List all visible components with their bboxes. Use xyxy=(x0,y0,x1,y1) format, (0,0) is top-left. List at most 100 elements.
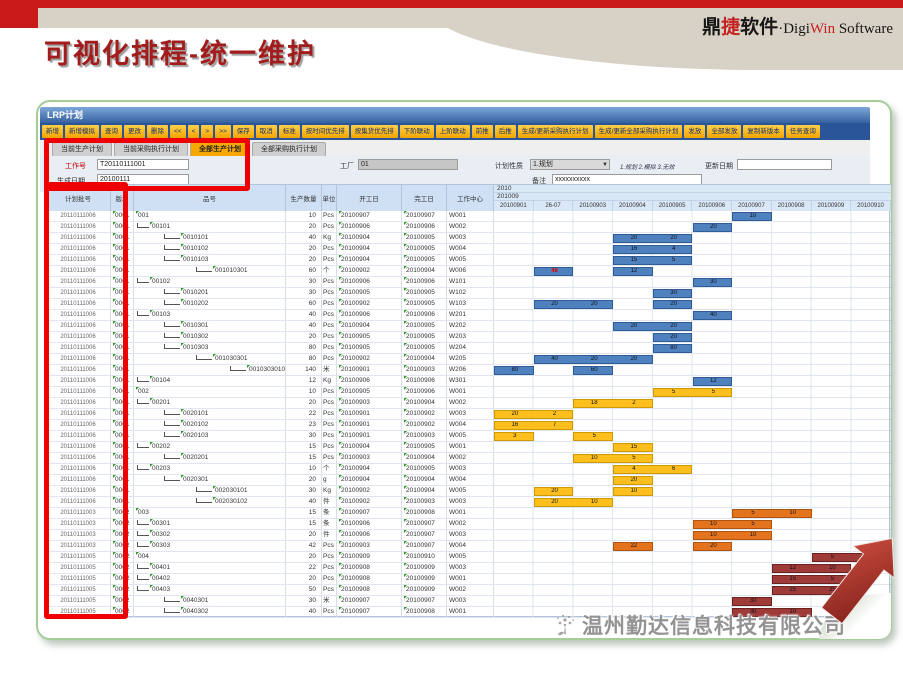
table-row[interactable]: 20110111006 0001 0020102 23 Pcs 20100901 20100… xyxy=(46,420,891,431)
gantt-bar[interactable]: 10 xyxy=(732,212,772,221)
toolbar-button[interactable]: >> xyxy=(215,125,231,138)
tab-item[interactable]: 当前采购执行计划 xyxy=(114,142,188,156)
table-row[interactable]: 20110111006 0001 0010101 40 Kg 20100904 201009… xyxy=(46,233,891,244)
table-row[interactable]: 20110111006 0001 00202 15 Pcs 20100904 2010090… xyxy=(46,442,891,453)
toolbar-button[interactable]: < xyxy=(187,125,200,138)
toolbar-button[interactable]: 标准 xyxy=(278,125,300,138)
table-row[interactable]: 20110111005 0002 0040301 30 米 20100907 2010090… xyxy=(46,596,891,607)
gantt-bar[interactable]: 12 xyxy=(692,377,733,386)
toolbar-button[interactable]: 新增 xyxy=(42,125,63,138)
table-row[interactable]: 20110111006 0001 00102 30 Pcs 20100906 2010090… xyxy=(46,277,891,288)
table-row[interactable]: 20110111006 0001 001 10 Pcs 20100907 20100907 W… xyxy=(46,211,891,222)
toolbar-button[interactable]: 按集货优先排 xyxy=(350,125,398,138)
toolbar-button[interactable]: 取消 xyxy=(255,125,277,138)
table-row[interactable]: 20110111003 0002 003 15 条 20100907 20100908 W00… xyxy=(46,508,891,519)
table-row[interactable]: 20110111006 0001 002 10 Pcs 20100905 20100906 W… xyxy=(46,387,891,398)
work-no-input[interactable] xyxy=(97,159,189,170)
gantt-bar[interactable]: 18 2 xyxy=(573,399,653,408)
table-row[interactable]: 20110111006 0001 0020201 15 Pcs 20100903 20100… xyxy=(46,453,891,464)
tab-active[interactable]: 全部生产计划 xyxy=(190,142,250,156)
toolbar-button[interactable]: > xyxy=(201,125,214,138)
table-row[interactable]: 20110111006 0001 0010102 20 Pcs 20100904 20100… xyxy=(46,244,891,255)
gantt-bar[interactable]: 5 xyxy=(573,432,614,441)
gantt-bar[interactable]: 20 xyxy=(652,333,693,342)
gantt-bar[interactable]: 12 xyxy=(613,267,653,276)
table-row[interactable]: 20110111006 0001 001030301 80 Pcs 20100902 201… xyxy=(46,354,891,365)
table-row[interactable]: 20110111006 0001 00104 12 Kg 20100906 20100906… xyxy=(46,376,891,387)
gantt-bar[interactable]: 15 xyxy=(613,443,653,452)
gantt-bar[interactable]: 10 10 xyxy=(692,531,772,540)
table-row[interactable]: 20110111006 0001 0020103 30 Pcs 20100901 20100… xyxy=(46,431,891,442)
gantt-bar[interactable]: 20 20 xyxy=(613,234,693,243)
toolbar-button[interactable]: 删除 xyxy=(147,125,168,138)
gantt-bar[interactable]: 10 5 xyxy=(692,520,772,529)
toolbar-button[interactable]: 下阶联动 xyxy=(399,125,434,138)
toolbar-button[interactable]: 查询 xyxy=(101,125,122,138)
gantt-bar[interactable]: 16 4 xyxy=(613,245,693,254)
tab-item[interactable]: 当前生产计划 xyxy=(52,142,112,156)
gantt-bar[interactable]: 48 xyxy=(533,267,574,276)
gantt-bar[interactable]: 40 20 20 xyxy=(533,355,653,364)
gantt-bar[interactable]: 80 xyxy=(652,344,693,353)
table-row[interactable]: 20110111006 0001 0020101 22 Pcs 20100901 20100… xyxy=(46,409,891,420)
table-row[interactable]: 20110111006 0001 0010302 20 Pcs 20100905 20100… xyxy=(46,332,891,343)
gantt-bar[interactable]: 20 2 xyxy=(494,410,574,419)
table-row[interactable]: 20110111003 0002 00301 15 条 20100906 20100907 W… xyxy=(46,519,891,530)
gantt-bar[interactable]: 20 xyxy=(533,487,574,496)
gantt-bar[interactable]: 20 20 xyxy=(613,322,693,331)
gantt-bar[interactable]: 20 xyxy=(613,476,653,485)
toolbar-button[interactable]: 生成/更新全部采购执行计划 xyxy=(594,125,683,138)
table-row[interactable]: 20110111006 0001 0020301 20 g 20100904 2010090… xyxy=(46,475,891,486)
gantt-bar[interactable]: 30 xyxy=(652,289,693,298)
toolbar-button[interactable]: 保存 xyxy=(232,125,254,138)
gantt-bar[interactable]: 80 xyxy=(494,366,534,375)
gantt-bar[interactable]: 20 xyxy=(692,542,733,551)
table-row[interactable]: 20110111006 0001 00101 20 Pcs 20100906 2010090… xyxy=(46,222,891,233)
gantt-bar[interactable]: 10 xyxy=(613,487,653,496)
update-date-input[interactable] xyxy=(737,159,832,170)
gantt-bar[interactable]: 40 xyxy=(692,311,733,320)
gantt-bar[interactable]: 22 xyxy=(613,542,653,551)
gantt-bar[interactable]: 20 20 xyxy=(533,300,614,309)
gantt-bar[interactable]: 30 10 xyxy=(732,608,812,617)
gantt-bar[interactable]: 20 10 xyxy=(533,498,614,507)
table-row[interactable]: 20110111006 0001 00201 20 Pcs 20100903 2010090… xyxy=(46,398,891,409)
gantt-bar[interactable]: 16 7 xyxy=(494,421,574,430)
gantt-bar[interactable]: 5 10 xyxy=(732,509,812,518)
table-row[interactable]: 20110111006 0001 0010202 60 Pcs 20100902 20100… xyxy=(46,299,891,310)
toolbar-button[interactable]: 上阶联动 xyxy=(435,125,470,138)
gantt-bar[interactable]: 10 5 xyxy=(573,454,653,463)
table-row[interactable]: 20110111006 0001 0010303 80 Pcs 20100905 20100… xyxy=(46,343,891,354)
table-row[interactable]: 20110111003 0002 00302 20 件 20100906 20100907 W… xyxy=(46,530,891,541)
table-row[interactable]: 20110111006 0001 0010301 40 Pcs 20100904 20100… xyxy=(46,321,891,332)
table-row[interactable]: 20110111005 0002 00401 22 Pcs 20100908 2010090… xyxy=(46,563,891,574)
table-row[interactable]: 20110111006 0001 0010103 20 Pcs 20100904 20100… xyxy=(46,255,891,266)
table-row[interactable]: 20110111006 0001 002030101 30 Kg 20100902 2010… xyxy=(46,486,891,497)
gantt-bar[interactable]: 3 xyxy=(494,432,534,441)
toolbar-button[interactable]: 生成/更新采购执行计划 xyxy=(517,125,593,138)
table-row[interactable]: 20110111003 0002 00303 42 Pcs 20100903 2010090… xyxy=(46,541,891,552)
gantt-bar[interactable]: 15 5 xyxy=(613,256,693,265)
toolbar-button[interactable]: << xyxy=(170,125,186,138)
table-row[interactable]: 20110111006 0001 00103030101 140 米 20100901 20… xyxy=(46,365,891,376)
gantt-bar[interactable]: 30 xyxy=(732,597,772,606)
toolbar-button[interactable]: 新增模拟 xyxy=(65,125,99,138)
table-row[interactable]: 20110111005 0002 00403 50 Pcs 20100908 2010090… xyxy=(46,585,891,596)
toolbar-button[interactable]: 前推 xyxy=(471,125,493,138)
toolbar-button[interactable]: 更改 xyxy=(124,125,145,138)
table-row[interactable]: 20110111005 0002 00402 20 Pcs 20100908 2010090… xyxy=(46,574,891,585)
toolbar-button[interactable]: 按时间优先排 xyxy=(301,125,349,138)
toolbar-button[interactable]: 全部发放 xyxy=(707,125,742,138)
toolbar-button[interactable]: 复制新版本 xyxy=(743,125,784,138)
gantt-bar[interactable]: 60 xyxy=(573,366,614,375)
table-row[interactable]: 20110111006 0001 00103 40 Pcs 20100906 2010090… xyxy=(46,310,891,321)
table-row[interactable]: 20110111006 0001 002030102 40 件 20100902 20100… xyxy=(46,497,891,508)
table-row[interactable]: 20110111005 0002 0040302 40 Pcs 20100907 20100… xyxy=(46,607,891,618)
toolbar-button[interactable]: 发放 xyxy=(684,125,706,138)
gantt-bar[interactable]: 12 10 xyxy=(771,564,852,573)
plan-nature-select[interactable]: 1.规划 ▼ xyxy=(530,159,610,170)
table-row[interactable]: 20110111006 0001 00203 10 个 20100904 20100905 W… xyxy=(46,464,891,475)
gantt-bar[interactable]: 30 xyxy=(692,278,733,287)
